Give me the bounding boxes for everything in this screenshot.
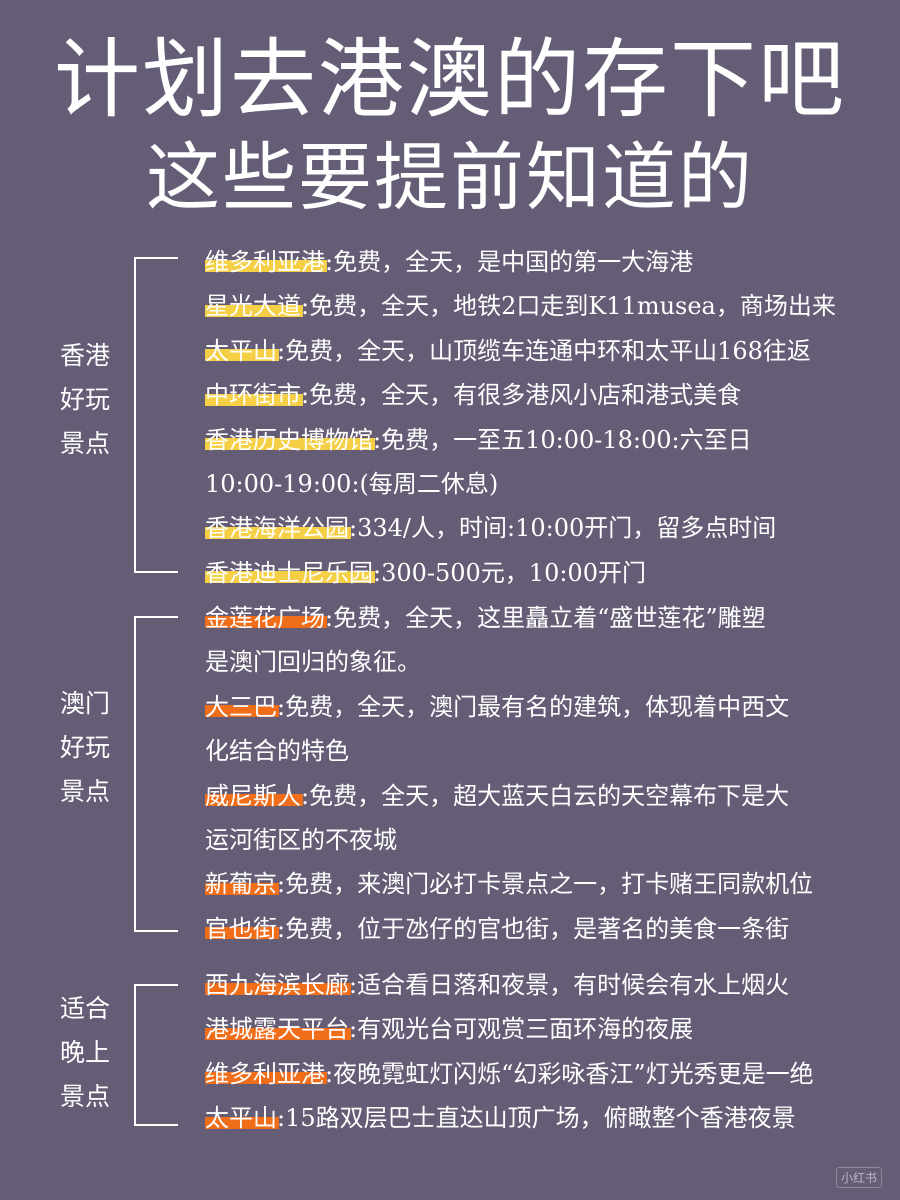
spot-list: 维多利亚港:免费，全天，是中国的第一大海港 星光大道:免费，全天，地铁2口走到K… <box>205 240 895 595</box>
page-title: 计划去港澳的存下吧 <box>54 30 846 130</box>
spot-name: 香港历史博物馆 <box>205 425 375 454</box>
list-item: 香港历史博物馆:免费，一至五10:00-18:00:六至日 10:00-19:00… <box>205 418 895 507</box>
list-item: 香港海洋公园:334/人，时间:10:00开门，留多点时间 <box>205 506 895 550</box>
spot-name: 星光大道 <box>205 292 303 321</box>
spot-desc: :适合看日落和夜景，有时候会有水上烟火 <box>349 971 790 999</box>
section-hongkong: 香港 好玩 景点 维多利亚港:免费，全天，是中国的第一大海港 星光大道:免费，全… <box>0 240 900 587</box>
spot-name: 中环街市 <box>205 381 303 410</box>
spot-desc-continued: 是澳门回归的象征。 <box>205 648 421 677</box>
spot-name: 西九海滨长廊 <box>205 971 351 999</box>
spot-name: 大三巴 <box>205 692 279 721</box>
list-item: 中环街市:免费，全天，有很多港风小店和港式美食 <box>205 373 895 417</box>
list-item: 星光大道:免费，全天，地铁2口走到K11musea，商场出来 <box>205 284 895 328</box>
section-macau: 澳门 好玩 景点 金莲花广场:免费，全天，这里矗立着“盛世莲花”雕塑是澳门回归的… <box>0 596 900 956</box>
spot-desc: :15路双层巴士直达山顶广场，俯瞰整个香港夜景 <box>277 1104 796 1133</box>
page-subtitle: 这些要提前知道的 <box>146 135 754 221</box>
spot-desc: :免费，全天，超大蓝天白云的天空幕布下是大 <box>301 781 790 810</box>
spot-desc-continued: 10:00-19:00:(每周二休息) <box>205 470 499 499</box>
spot-desc: :免费，全天，地铁2口走到K11musea，商场出来 <box>301 292 836 321</box>
list-item: 金莲花广场:免费，全天，这里矗立着“盛世莲花”雕塑是澳门回归的象征。 <box>205 596 895 685</box>
section-label: 香港 好玩 景点 <box>60 341 111 458</box>
bracket-cap-bottom <box>134 930 178 932</box>
bracket-line <box>134 616 136 930</box>
spot-name: 香港迪士尼乐园 <box>205 558 375 587</box>
spot-name: 太平山 <box>205 336 279 365</box>
list-item: 港城露天平台:有观光台可观赏三面环海的夜展 <box>205 1007 895 1051</box>
section-night: 适合 晚上 景点 西九海滨长廊:适合看日落和夜景，有时候会有水上烟火 港城露天平… <box>0 963 900 1143</box>
list-item: 香港迪士尼乐园:300-500元，10:00开门 <box>205 551 895 595</box>
section-label: 澳门 好玩 景点 <box>60 689 111 806</box>
spot-list: 西九海滨长廊:适合看日落和夜景，有时候会有水上烟火 港城露天平台:有观光台可观赏… <box>205 963 895 1141</box>
list-item: 大三巴:免费，全天，澳门最有名的建筑，体现着中西文化结合的特色 <box>205 685 895 774</box>
bracket-cap-top <box>134 616 178 618</box>
spot-desc: :免费，位于氹仔的官也街，是著名的美食一条街 <box>277 914 790 943</box>
section-label: 适合 晚上 景点 <box>60 994 111 1111</box>
spot-desc: :334/人，时间:10:00开门，留多点时间 <box>349 514 777 543</box>
list-item: 太平山:免费，全天，山顶缆车连通中环和太平山168往返 <box>205 329 895 373</box>
bracket-line <box>134 257 136 571</box>
spot-desc: :免费，一至五10:00-18:00:六至日 <box>373 425 752 454</box>
list-item: 维多利亚港:免费，全天，是中国的第一大海港 <box>205 240 895 284</box>
bracket-line <box>134 984 136 1124</box>
spot-name: 维多利亚港 <box>205 1059 327 1088</box>
bracket-cap-bottom <box>134 571 178 573</box>
bracket-cap-bottom <box>134 1124 178 1126</box>
list-item: 维多利亚港:夜晚霓虹灯闪烁“幻彩咏香江”灯光秀更是一绝 <box>205 1052 895 1096</box>
list-item: 官也街:免费，位于氹仔的官也街，是著名的美食一条街 <box>205 907 895 951</box>
spot-desc: :免费，全天，有很多港风小店和港式美食 <box>301 381 742 410</box>
spot-desc: :免费，全天，这里矗立着“盛世莲花”雕塑 <box>325 604 766 632</box>
list-item: 西九海滨长廊:适合看日落和夜景，有时候会有水上烟火 <box>205 963 895 1007</box>
spot-desc: :免费，全天，澳门最有名的建筑，体现着中西文 <box>277 692 790 721</box>
spot-name: 维多利亚港 <box>205 248 327 276</box>
spot-desc: :免费，全天，山顶缆车连通中环和太平山168往返 <box>277 336 811 365</box>
spot-desc: :夜晚霓虹灯闪烁“幻彩咏香江”灯光秀更是一绝 <box>325 1059 814 1088</box>
bracket-cap-top <box>134 257 178 259</box>
spot-desc: :300-500元，10:00开门 <box>373 558 646 587</box>
spot-desc: :免费，全天，是中国的第一大海港 <box>325 248 694 276</box>
list-item: 新葡京:免费，来澳门必打卡景点之一，打卡赌王同款机位 <box>205 862 895 906</box>
spot-name: 金莲花广场 <box>205 604 327 632</box>
spot-name: 太平山 <box>205 1104 279 1133</box>
spot-desc: :有观光台可观赏三面环海的夜展 <box>349 1015 694 1044</box>
spot-name: 威尼斯人 <box>205 781 303 810</box>
spot-name: 香港海洋公园 <box>205 514 351 543</box>
list-item: 威尼斯人:免费，全天，超大蓝天白云的天空幕布下是大运河街区的不夜城 <box>205 774 895 863</box>
bracket-cap-top <box>134 984 178 986</box>
spot-name: 港城露天平台 <box>205 1015 351 1044</box>
spot-list: 金莲花广场:免费，全天，这里矗立着“盛世莲花”雕塑 是澳门回归的象征。 大三巴:免… <box>205 596 895 951</box>
list-item: 太平山:15路双层巴士直达山顶广场，俯瞰整个香港夜景 <box>205 1096 895 1140</box>
spot-desc-continued: 化结合的特色 <box>205 737 349 766</box>
spot-desc: :免费，来澳门必打卡景点之一，打卡赌王同款机位 <box>277 870 814 899</box>
spot-name: 新葡京 <box>205 870 279 899</box>
watermark: 小红书 <box>835 1167 882 1188</box>
spot-name: 官也街 <box>205 914 279 943</box>
spot-desc-continued: 运河街区的不夜城 <box>205 826 397 855</box>
